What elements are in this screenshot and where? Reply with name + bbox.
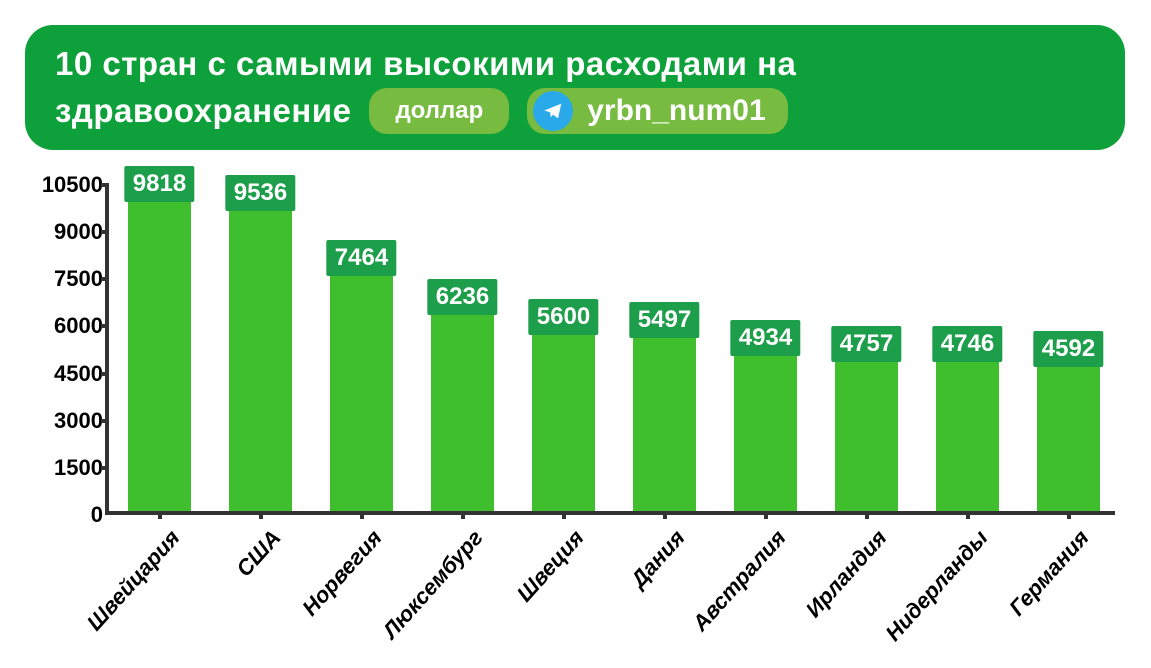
category-label: Нидерланды — [880, 525, 993, 646]
x-tick-mark — [966, 511, 970, 519]
category-label: Люксембург — [377, 525, 488, 644]
bar: 7464 — [330, 276, 393, 511]
channel-handle: yrbn_num01 — [587, 94, 765, 128]
currency-pill: доллар — [369, 88, 509, 134]
y-tick-mark — [101, 466, 109, 470]
bar-value-label: 4592 — [1034, 331, 1103, 367]
bar: 5497 — [633, 338, 696, 511]
plot-area: 0150030004500600075009000105009818Швейца… — [105, 185, 1115, 515]
category-label: Швеция — [511, 525, 589, 607]
bar-value-label: 9818 — [125, 166, 194, 202]
bar: 9536 — [229, 211, 292, 511]
y-tick-label: 0 — [91, 502, 109, 528]
bar-value-label: 4757 — [832, 326, 901, 362]
bar: 9818 — [128, 202, 191, 511]
title-line2-row: здравоохранение доллар yrbn_num01 — [55, 88, 1095, 134]
y-tick-mark — [101, 324, 109, 328]
x-tick-mark — [360, 511, 364, 519]
y-tick-mark — [101, 372, 109, 376]
x-tick-mark — [461, 511, 465, 519]
bar-value-label: 9536 — [226, 175, 295, 211]
x-tick-mark — [562, 511, 566, 519]
y-tick-mark — [101, 277, 109, 281]
bar-value-label: 7464 — [327, 240, 396, 276]
title-line2: здравоохранение — [55, 92, 351, 130]
bar-value-label: 5497 — [630, 302, 699, 338]
x-tick-mark — [764, 511, 768, 519]
title-line1: 10 стран с самыми высокими расходами на — [55, 45, 1095, 83]
bar: 5600 — [532, 335, 595, 511]
category-label: Австралия — [687, 525, 791, 636]
channel-pill[interactable]: yrbn_num01 — [527, 88, 787, 134]
category-label: Швейцария — [81, 525, 185, 636]
category-label: Норвегия — [297, 525, 387, 621]
currency-label: доллар — [395, 97, 483, 125]
x-tick-mark — [259, 511, 263, 519]
category-label: США — [231, 525, 286, 582]
bar: 4757 — [835, 362, 898, 512]
bar: 4592 — [1037, 367, 1100, 511]
bar-value-label: 6236 — [428, 279, 497, 315]
telegram-icon — [533, 91, 573, 131]
bar: 6236 — [431, 315, 494, 511]
x-tick-mark — [865, 511, 869, 519]
bar-chart: 0150030004500600075009000105009818Швейца… — [25, 175, 1125, 655]
x-tick-mark — [158, 511, 162, 519]
y-tick-mark — [101, 183, 109, 187]
title-banner: 10 стран с самыми высокими расходами на … — [25, 25, 1125, 150]
x-tick-mark — [1067, 511, 1071, 519]
bar-value-label: 4746 — [933, 326, 1002, 362]
x-tick-mark — [663, 511, 667, 519]
category-label: Германия — [1004, 525, 1094, 621]
bar-value-label: 5600 — [529, 299, 598, 335]
bar: 4934 — [734, 356, 797, 511]
y-tick-mark — [101, 230, 109, 234]
y-tick-mark — [101, 419, 109, 423]
bar-value-label: 4934 — [731, 320, 800, 356]
infographic-root: 10 стран с самыми высокими расходами на … — [0, 0, 1151, 668]
category-label: Дания — [625, 525, 690, 593]
y-tick-label: 10500 — [42, 172, 109, 198]
bar: 4746 — [936, 362, 999, 511]
category-label: Ирландия — [800, 525, 892, 623]
